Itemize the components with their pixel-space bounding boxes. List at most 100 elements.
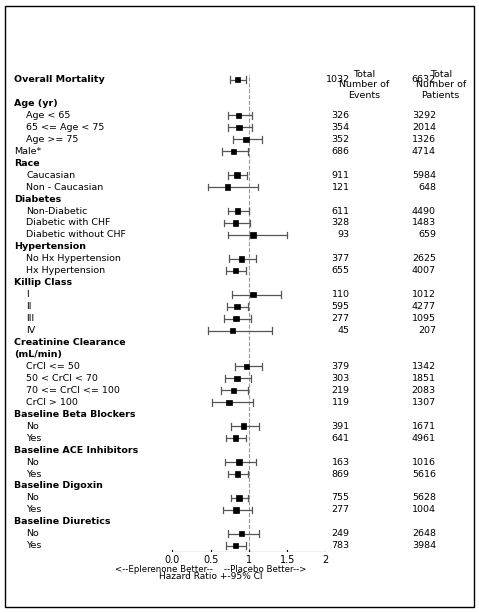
Text: 783: 783: [331, 541, 350, 550]
Text: 1671: 1671: [412, 422, 436, 431]
Bar: [233, 316, 239, 321]
Text: (mL/min): (mL/min): [14, 350, 62, 359]
Bar: [241, 424, 246, 429]
Text: 4714: 4714: [412, 147, 436, 156]
Text: No: No: [26, 422, 39, 431]
Bar: [236, 113, 241, 118]
Text: 3984: 3984: [412, 541, 436, 550]
Text: III: III: [26, 314, 34, 323]
Text: 352: 352: [331, 135, 350, 144]
Bar: [235, 208, 240, 214]
Text: 377: 377: [331, 254, 350, 264]
Text: 4007: 4007: [412, 266, 436, 275]
Text: 277: 277: [331, 505, 350, 514]
Text: 659: 659: [418, 230, 436, 240]
Bar: [234, 304, 240, 310]
Text: Hx Hypertension: Hx Hypertension: [26, 266, 105, 275]
Text: Total
Number of
Events: Total Number of Events: [339, 70, 389, 100]
Text: 611: 611: [331, 207, 350, 216]
Text: 277: 277: [331, 314, 350, 323]
Text: 686: 686: [331, 147, 350, 156]
Text: 326: 326: [331, 111, 350, 120]
Bar: [244, 364, 250, 369]
Text: No: No: [26, 529, 39, 538]
Text: 4490: 4490: [412, 207, 436, 216]
Text: 6632: 6632: [412, 75, 436, 84]
Text: 5628: 5628: [412, 493, 436, 503]
Text: 2: 2: [322, 555, 329, 565]
Text: 93: 93: [338, 230, 350, 240]
Text: 3292: 3292: [412, 111, 436, 120]
Text: CrCl <= 50: CrCl <= 50: [26, 362, 80, 371]
Text: 379: 379: [331, 362, 350, 371]
Text: 328: 328: [331, 218, 350, 227]
Bar: [234, 172, 240, 178]
Text: Male*: Male*: [14, 147, 42, 156]
Text: Yes: Yes: [26, 433, 42, 443]
Text: Creatinine Clearance: Creatinine Clearance: [14, 338, 126, 347]
Text: 219: 219: [331, 386, 350, 395]
Text: No: No: [26, 493, 39, 503]
Text: 2014: 2014: [412, 123, 436, 132]
Text: 0.0: 0.0: [165, 555, 180, 565]
Text: Yes: Yes: [26, 505, 42, 514]
Text: 110: 110: [331, 290, 350, 299]
Text: 50 < CrCl < 70: 50 < CrCl < 70: [26, 374, 98, 383]
Text: Diabetes: Diabetes: [14, 194, 62, 204]
Text: 121: 121: [331, 183, 350, 192]
Text: 595: 595: [331, 302, 350, 311]
Bar: [239, 531, 244, 536]
Text: 5616: 5616: [412, 470, 436, 479]
Bar: [237, 459, 242, 465]
Bar: [233, 435, 238, 441]
Text: No Hx Hypertension: No Hx Hypertension: [26, 254, 121, 264]
Text: 641: 641: [331, 433, 350, 443]
Text: Baseline Diuretics: Baseline Diuretics: [14, 517, 111, 527]
Text: Age >= 75: Age >= 75: [26, 135, 79, 144]
Text: Non-Diabetic: Non-Diabetic: [26, 207, 88, 216]
Text: 5984: 5984: [412, 170, 436, 180]
Text: No: No: [26, 457, 39, 466]
Text: Age (yr): Age (yr): [14, 99, 58, 108]
Text: 1095: 1095: [412, 314, 436, 323]
Text: 1.5: 1.5: [280, 555, 295, 565]
Text: Diabetic with CHF: Diabetic with CHF: [26, 218, 111, 227]
Text: 391: 391: [331, 422, 350, 431]
Text: Total
Number of
Patients: Total Number of Patients: [416, 70, 466, 100]
Text: IV: IV: [26, 326, 35, 335]
Text: 869: 869: [331, 470, 350, 479]
Text: Age < 65: Age < 65: [26, 111, 71, 120]
Text: 1307: 1307: [412, 398, 436, 407]
Text: I: I: [26, 290, 29, 299]
Text: Killip Class: Killip Class: [14, 278, 72, 287]
Text: 303: 303: [331, 374, 350, 383]
Text: Diabetic without CHF: Diabetic without CHF: [26, 230, 126, 240]
Text: CrCl > 100: CrCl > 100: [26, 398, 78, 407]
Bar: [233, 507, 239, 512]
Bar: [231, 387, 237, 393]
Text: 1004: 1004: [412, 505, 436, 514]
Text: Yes: Yes: [26, 541, 42, 550]
Text: 70 <= CrCl <= 100: 70 <= CrCl <= 100: [26, 386, 120, 395]
Bar: [243, 137, 249, 142]
Text: II: II: [26, 302, 32, 311]
Text: Yes: Yes: [26, 470, 42, 479]
Text: 0.5: 0.5: [203, 555, 218, 565]
Bar: [229, 328, 235, 333]
Text: Race: Race: [14, 159, 40, 168]
Bar: [233, 268, 238, 273]
Text: 119: 119: [331, 398, 350, 407]
Bar: [235, 77, 240, 82]
Text: Overall Mortality: Overall Mortality: [14, 75, 105, 84]
Text: 4277: 4277: [412, 302, 436, 311]
Text: 163: 163: [331, 457, 350, 466]
Bar: [250, 292, 256, 297]
Bar: [233, 543, 238, 549]
Text: 249: 249: [331, 529, 350, 538]
Text: 2625: 2625: [412, 254, 436, 264]
Text: Baseline Digoxin: Baseline Digoxin: [14, 481, 103, 490]
Text: Hypertension: Hypertension: [14, 242, 86, 251]
Text: 1851: 1851: [412, 374, 436, 383]
Text: 1326: 1326: [412, 135, 436, 144]
Bar: [231, 148, 237, 154]
